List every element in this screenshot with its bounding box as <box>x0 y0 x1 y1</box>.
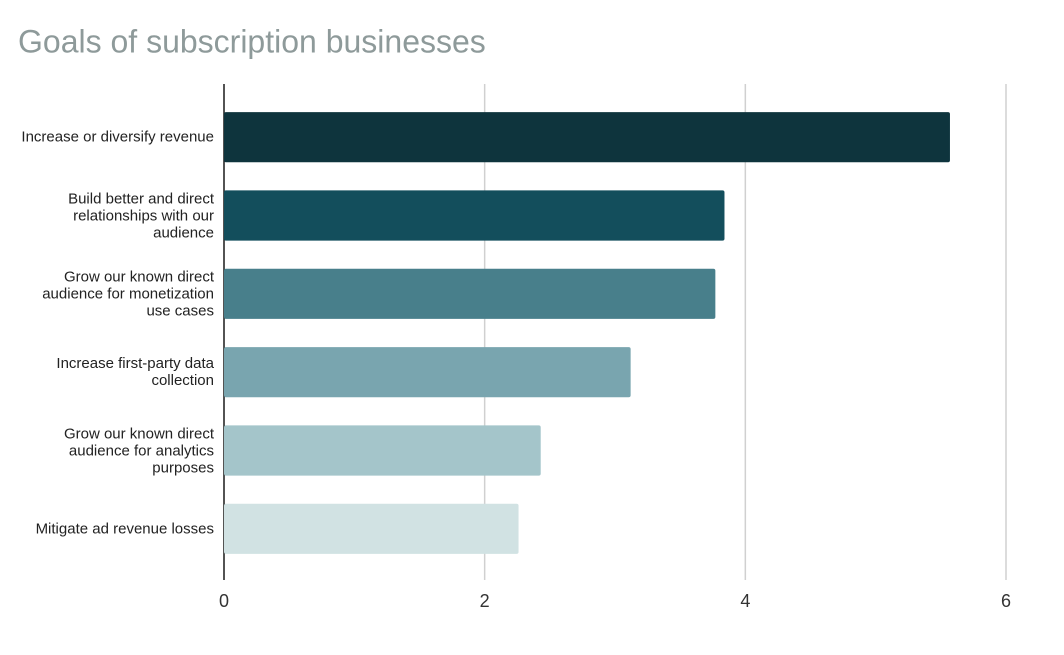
x-tick-label: 2 <box>480 591 490 611</box>
x-tick-label: 6 <box>1001 591 1011 611</box>
y-tick-label: Build better and direct relationships wi… <box>68 190 214 241</box>
x-tick-label: 0 <box>219 591 229 611</box>
y-tick-label: Increase first-party data collection <box>56 355 214 390</box>
chart-title: Goals of subscription businesses <box>18 23 486 59</box>
y-tick-label: Mitigate ad revenue losses <box>35 520 214 538</box>
y-tick-label: Grow our known direct audience for analy… <box>63 425 214 476</box>
bar <box>224 425 541 476</box>
bar <box>224 268 716 319</box>
y-tick-label: Increase or diversify revenue <box>21 128 214 146</box>
y-tick-label: Grow our known direct audience for monet… <box>42 268 214 320</box>
bar <box>224 112 950 163</box>
bar <box>224 503 519 554</box>
bar <box>224 190 725 241</box>
x-tick-label: 4 <box>740 591 750 611</box>
bar <box>224 347 631 398</box>
